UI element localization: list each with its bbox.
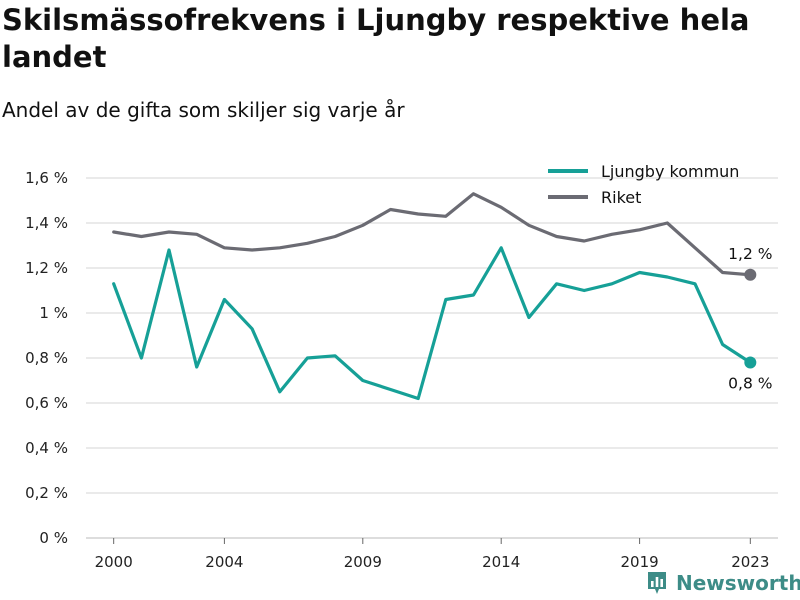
series-end-point [744, 356, 757, 369]
chart-title: Skilsmässofrekvens i Ljungby respektive … [2, 3, 750, 74]
series-end-point [744, 268, 757, 281]
brand-logo: Newsworthy [646, 568, 800, 598]
x-tick-label: 2004 [205, 553, 243, 571]
x-tick-label: 2014 [482, 553, 520, 571]
y-tick-label: 0,2 % [25, 484, 68, 502]
legend: Ljungby kommun Riket [548, 162, 739, 207]
x-tick-label: 2023 [731, 553, 769, 571]
y-tick-label: 0,8 % [25, 349, 68, 367]
end-labels: 0,8 % 1,2 % [728, 245, 772, 393]
x-tick-label: 2019 [621, 553, 659, 571]
series-end-label: 0,8 % [728, 375, 772, 393]
chart-subtitle: Andel av de gifta som skiljer sig varje … [2, 98, 405, 122]
brand-name: Newsworthy [676, 571, 800, 595]
y-tick-label: 1,4 % [25, 214, 68, 232]
axes: 0 % 0,2 % 0,4 % 0,6 % 0,8 % 1 % 1,2 % 1,4 % 1,6 … [25, 169, 769, 571]
y-tick-label: 0 % [39, 529, 68, 547]
series-line-0 [112, 246, 752, 401]
y-tick-label: 1 % [39, 304, 68, 322]
legend-label: Ljungby kommun [601, 162, 739, 181]
series-end-label: 1,2 % [728, 245, 772, 263]
y-tick-label: 1,2 % [25, 259, 68, 277]
bar-chart-icon [648, 572, 666, 594]
y-tick-label: 0,6 % [25, 394, 68, 412]
y-tick-label: 1,6 % [25, 169, 68, 187]
x-tick-label: 2000 [95, 553, 133, 571]
gridlines [86, 177, 778, 539]
y-tick-label: 0,4 % [25, 439, 68, 457]
legend-label: Riket [601, 188, 641, 207]
x-tick-label: 2009 [344, 553, 382, 571]
series-lines [112, 192, 757, 401]
series-line-1 [112, 192, 752, 277]
